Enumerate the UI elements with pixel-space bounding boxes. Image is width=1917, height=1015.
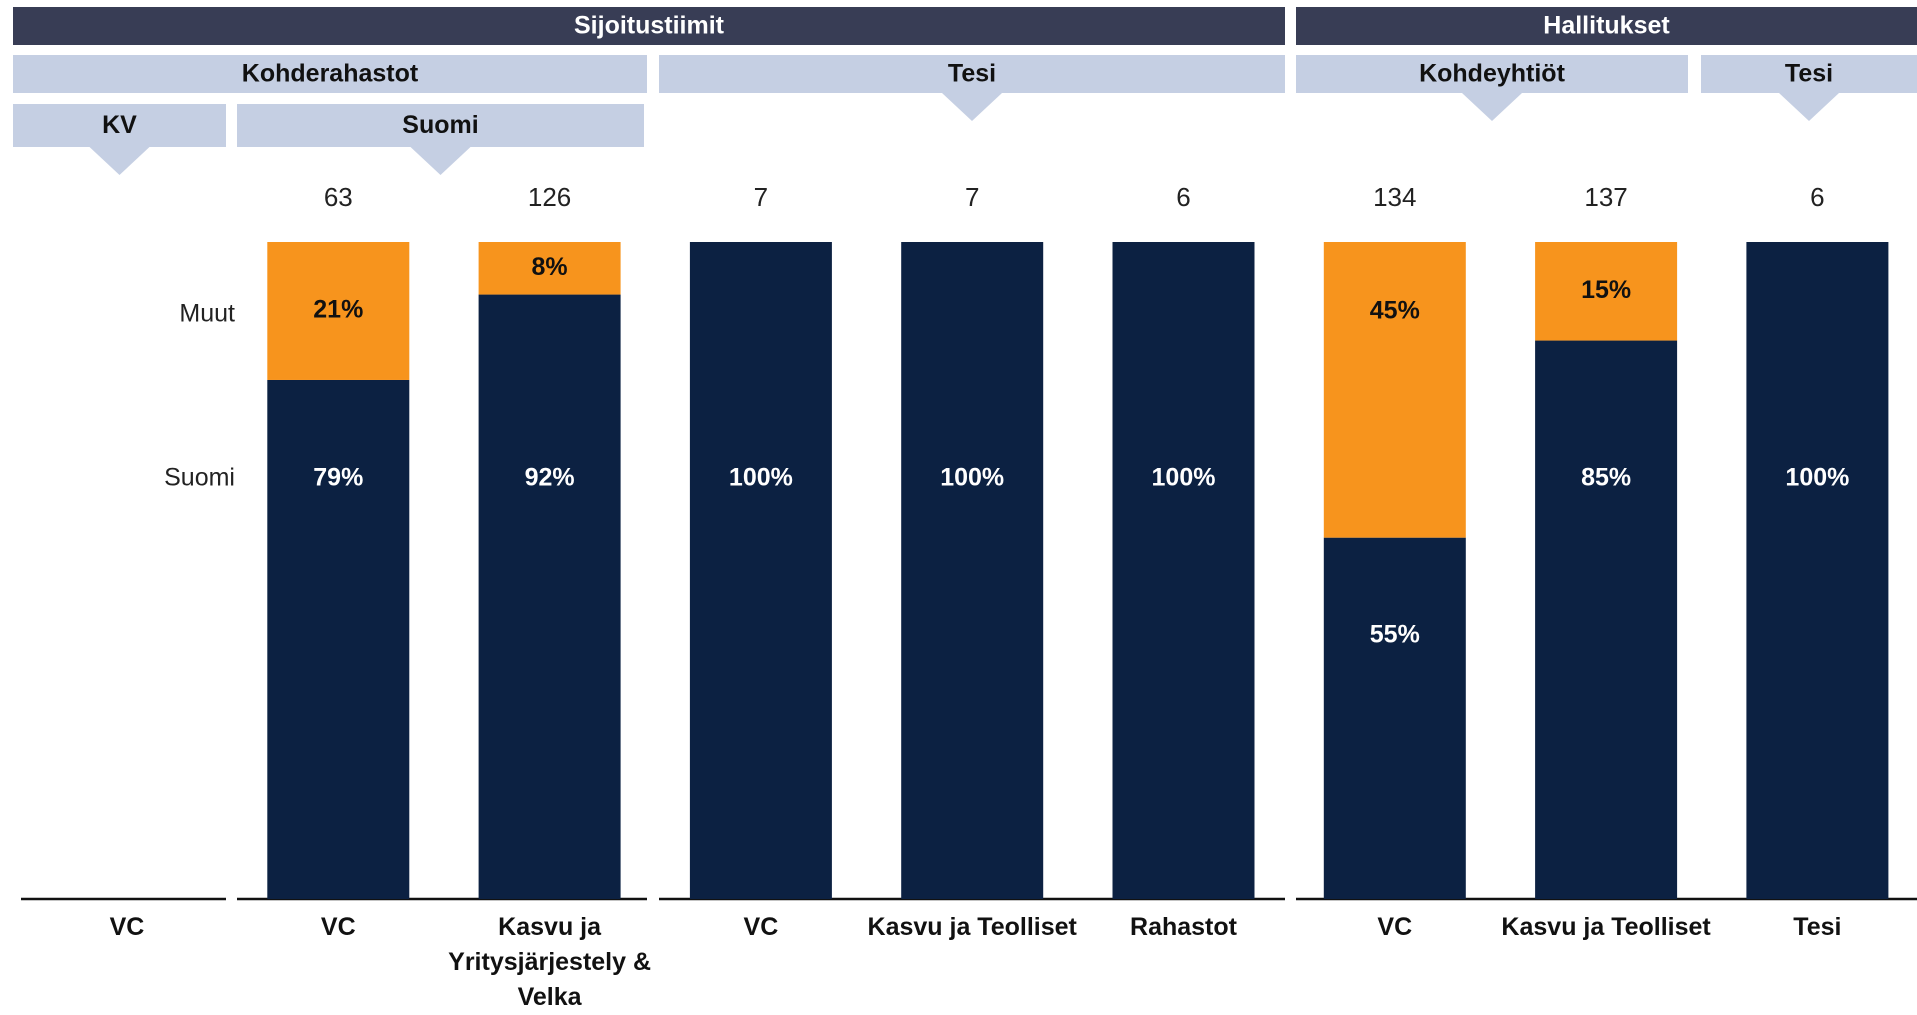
header-arrow bbox=[89, 147, 150, 175]
header-label: Sijoitustiimit bbox=[574, 12, 725, 40]
header-label: Kohdeyhtiöt bbox=[1419, 60, 1565, 88]
header-box bbox=[13, 55, 647, 93]
header-box bbox=[1296, 7, 1917, 45]
legend-label: Suomi bbox=[164, 464, 235, 492]
bar-segment bbox=[1746, 242, 1889, 899]
total-label: 6 bbox=[1810, 182, 1824, 212]
header-arrow bbox=[1462, 93, 1522, 121]
header-label: Kohderahastot bbox=[242, 60, 419, 88]
bar-segment bbox=[1535, 242, 1678, 341]
header-box bbox=[237, 104, 644, 147]
bar-segment bbox=[689, 242, 832, 899]
bar-segment bbox=[901, 242, 1044, 899]
header-arrow bbox=[1779, 93, 1839, 121]
x-tick-label: VC bbox=[1377, 913, 1413, 941]
total-label: 6 bbox=[1176, 182, 1190, 212]
header-label: Hallitukset bbox=[1543, 12, 1670, 40]
header-label: Suomi bbox=[402, 111, 478, 139]
bar-segment bbox=[267, 379, 410, 900]
value-label: 21% bbox=[313, 296, 363, 324]
total-label: 7 bbox=[965, 182, 979, 212]
bar-segment bbox=[1112, 242, 1255, 899]
header-label: Tesi bbox=[1785, 60, 1833, 88]
x-tick-label: VC bbox=[743, 913, 779, 941]
bar-segment bbox=[267, 242, 410, 380]
value-label: 100% bbox=[940, 464, 1004, 492]
value-label: 15% bbox=[1581, 276, 1631, 304]
header-label: Tesi bbox=[948, 60, 996, 88]
x-tick-label: Kasvu ja Teolliset bbox=[1501, 913, 1711, 941]
value-label: 79% bbox=[313, 464, 363, 492]
total-label: 7 bbox=[754, 182, 768, 212]
value-label: 100% bbox=[1785, 464, 1849, 492]
bar-segment bbox=[478, 242, 621, 295]
bar-segment bbox=[1535, 340, 1678, 899]
header-arrow bbox=[942, 93, 1002, 121]
total-label: 137 bbox=[1584, 182, 1627, 212]
legend-label: Muut bbox=[179, 300, 235, 328]
header-box bbox=[13, 104, 226, 147]
value-label: 45% bbox=[1370, 297, 1420, 325]
value-label: 100% bbox=[729, 464, 793, 492]
value-label: 55% bbox=[1370, 620, 1420, 648]
header-box bbox=[1701, 55, 1917, 93]
header-box bbox=[13, 7, 1285, 45]
value-label: 100% bbox=[1152, 464, 1216, 492]
x-tick-label: VC bbox=[320, 913, 356, 941]
value-label: 8% bbox=[532, 253, 568, 281]
total-label: 63 bbox=[324, 182, 353, 212]
x-tick-label: Kasvu ja Yritysjärjestely & Velka bbox=[448, 913, 652, 1011]
value-label: 92% bbox=[525, 464, 575, 492]
x-tick-label: VC bbox=[109, 913, 145, 941]
bar-segment bbox=[1323, 242, 1466, 538]
header-label: KV bbox=[102, 111, 137, 139]
bar-segment bbox=[1323, 537, 1466, 899]
value-label: 85% bbox=[1581, 464, 1631, 492]
x-tick-label: Rahastot bbox=[1130, 913, 1237, 941]
header-box bbox=[659, 55, 1285, 93]
header-arrow bbox=[410, 147, 471, 175]
x-tick-label: Kasvu ja Teolliset bbox=[867, 913, 1077, 941]
x-tick-label: Tesi bbox=[1793, 913, 1842, 941]
total-label: 134 bbox=[1373, 182, 1416, 212]
header-box bbox=[1296, 55, 1688, 93]
bar-segment bbox=[478, 294, 621, 899]
total-label: 126 bbox=[528, 182, 571, 212]
